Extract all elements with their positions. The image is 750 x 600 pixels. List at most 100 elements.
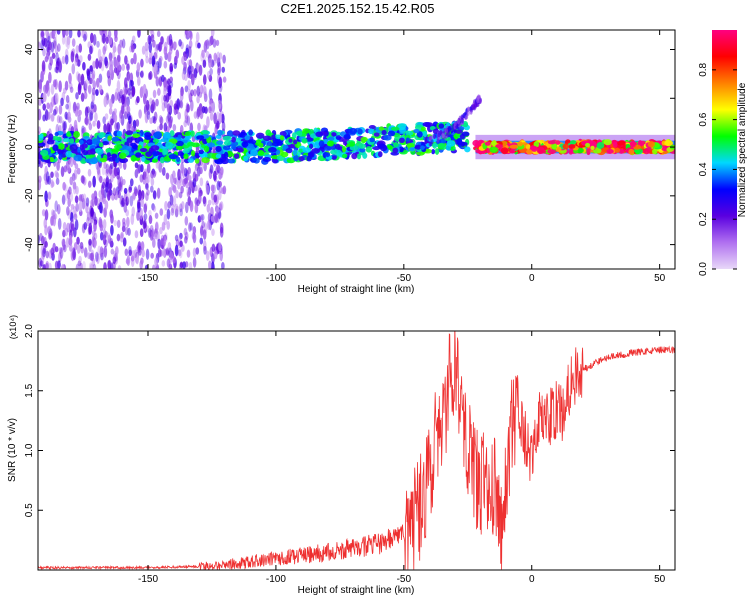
heatmap-cell xyxy=(214,54,219,64)
heatmap-cell xyxy=(189,222,193,231)
heatmap-cell xyxy=(83,247,88,258)
heatmap-cell xyxy=(206,116,210,129)
heatmap-cell xyxy=(197,122,201,132)
heatmap-cell xyxy=(72,183,77,195)
heatmap-cell xyxy=(91,73,95,81)
heatmap-cell xyxy=(159,55,163,63)
heatmap-cell xyxy=(219,249,224,262)
heatmap-cell xyxy=(50,179,54,189)
heatmap-cell xyxy=(60,97,64,107)
heatmap-cell xyxy=(161,168,166,175)
heatmap-cell xyxy=(221,66,226,73)
heatmap-cell xyxy=(179,262,183,269)
heatmap-cell xyxy=(216,120,220,129)
heatmap-cell xyxy=(590,140,597,148)
heatmap-cell xyxy=(62,238,66,251)
heatmap-cell xyxy=(369,137,375,143)
heatmap-cell xyxy=(123,187,128,194)
heatmap-cell xyxy=(113,219,118,227)
heatmap-cell xyxy=(143,168,148,181)
heatmap-cell xyxy=(187,175,192,182)
heatmap-cell xyxy=(86,68,90,77)
heatmap-cell xyxy=(79,139,84,146)
heatmap-cell xyxy=(445,133,449,139)
heatmap-cell xyxy=(244,135,250,141)
x-tick-label: -50 xyxy=(397,273,412,284)
heatmap-cell xyxy=(86,139,93,146)
heatmap-cell xyxy=(66,222,70,233)
heatmap-cell xyxy=(108,36,113,46)
heatmap-cell xyxy=(183,53,188,62)
y-tick-label: 0.5 xyxy=(24,503,35,517)
heatmap-cell xyxy=(192,257,197,268)
heatmap-cell xyxy=(218,76,223,87)
heatmap-cell xyxy=(75,185,79,195)
heatmap-cell xyxy=(134,230,139,239)
heatmap-cell xyxy=(74,195,79,204)
heatmap-cell xyxy=(122,86,127,95)
heatmap-cell xyxy=(177,179,181,190)
heatmap-cell xyxy=(206,70,211,80)
heatmap-cell xyxy=(335,131,342,137)
heatmap-cell xyxy=(199,225,204,236)
heatmap-cell xyxy=(38,42,41,49)
heatmap-cell xyxy=(65,103,69,110)
heatmap-cell xyxy=(96,154,102,161)
heatmap-cell xyxy=(152,205,157,213)
heatmap-cell xyxy=(152,264,156,269)
heatmap-cell xyxy=(130,213,135,226)
heatmap-cell xyxy=(154,64,159,75)
heatmap-cell xyxy=(441,133,445,139)
heatmap-cell xyxy=(99,30,103,36)
heatmap-cell xyxy=(159,156,165,164)
heatmap-cell xyxy=(368,124,376,130)
heatmap-cell xyxy=(179,208,183,217)
heatmap-cell xyxy=(204,39,209,47)
heatmap-cell xyxy=(124,248,129,256)
snr-y-axis-label: SNR (10 * v/v) xyxy=(7,418,18,482)
heatmap-cell xyxy=(143,203,148,214)
heatmap-cell xyxy=(429,135,433,141)
heatmap-cell xyxy=(87,53,92,61)
heatmap-cell xyxy=(461,131,470,137)
heatmap-cell xyxy=(66,132,72,137)
heatmap-cell xyxy=(198,103,203,116)
y-tick-label: 2.0 xyxy=(24,324,35,338)
heatmap-cell xyxy=(177,249,182,257)
x-tick-label: -150 xyxy=(138,273,158,284)
heatmap-cell xyxy=(118,152,127,159)
heatmap-cell xyxy=(168,118,173,129)
heatmap-cell xyxy=(69,86,74,93)
heatmap-cell xyxy=(51,135,60,141)
heatmap-cell xyxy=(360,136,368,142)
heatmap-cell xyxy=(72,181,77,190)
heatmap-cell xyxy=(63,120,67,131)
heatmap-cell xyxy=(169,250,173,261)
heatmap-cell xyxy=(61,194,66,205)
heatmap-cell xyxy=(108,52,113,62)
heatmap-cell xyxy=(82,150,89,156)
heatmap-cell xyxy=(138,109,142,119)
heatmap-cell xyxy=(271,134,276,140)
heatmap-cell xyxy=(41,209,46,217)
heatmap-cell xyxy=(73,131,80,138)
heatmap-cell xyxy=(131,35,136,44)
heatmap-cell xyxy=(232,130,241,136)
x-tick-label: 0 xyxy=(529,273,535,284)
heatmap-cell xyxy=(117,176,122,189)
heatmap-cell xyxy=(116,233,121,242)
spectrogram-y-axis-label: Frequency (Hz) xyxy=(7,115,18,184)
heatmap-cell xyxy=(62,30,66,38)
heatmap-cell xyxy=(186,190,191,198)
heatmap-cell xyxy=(128,184,133,191)
heatmap-cell xyxy=(159,116,164,125)
heatmap-cell xyxy=(484,141,491,146)
x-tick-label: 0 xyxy=(529,574,535,585)
heatmap-cell xyxy=(106,232,111,240)
heatmap-cell xyxy=(158,42,162,52)
heatmap-cell xyxy=(56,30,61,35)
heatmap-cell xyxy=(215,153,222,159)
spectrogram-x-axis-label: Height of straight line (km) xyxy=(298,284,415,295)
heatmap-cell xyxy=(144,48,149,58)
heatmap-cell xyxy=(203,91,208,100)
